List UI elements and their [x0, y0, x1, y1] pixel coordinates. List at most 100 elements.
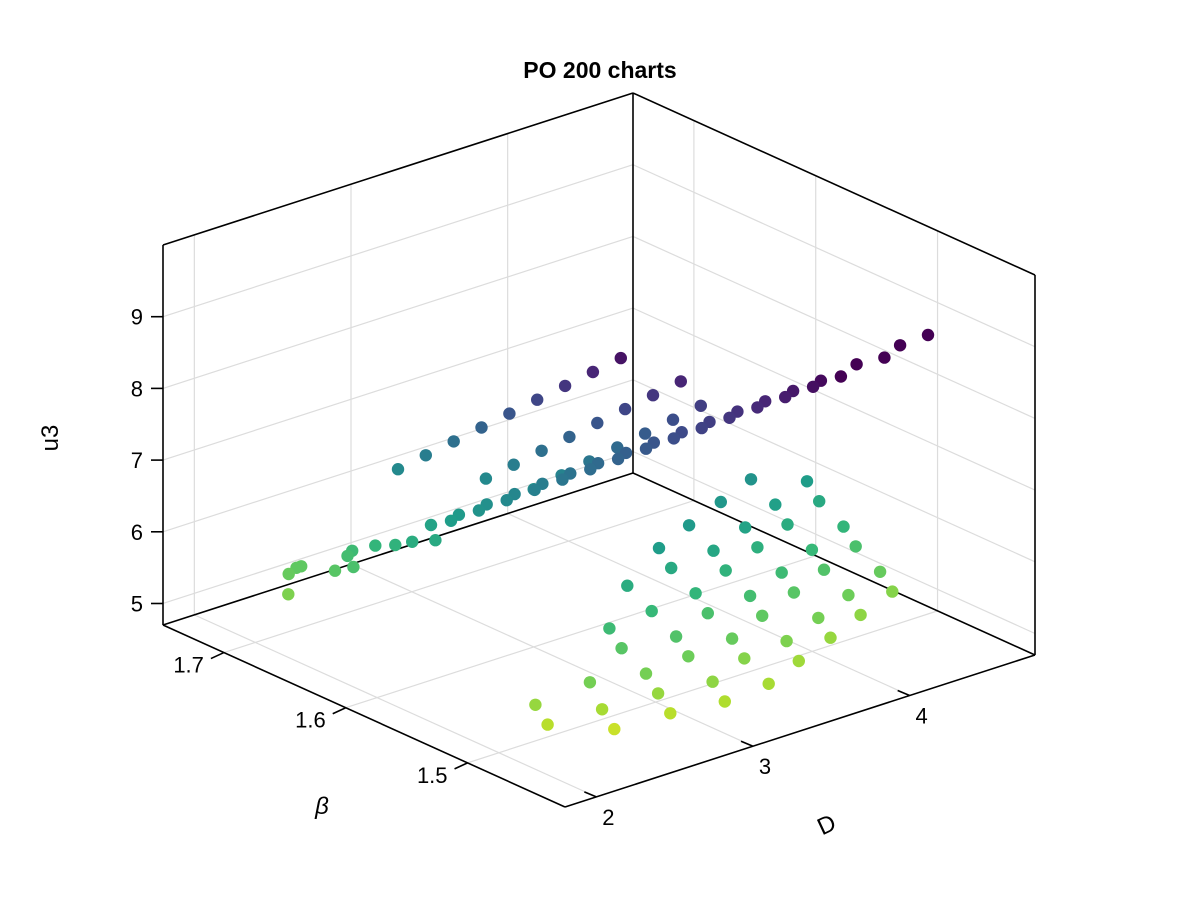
grid-line-floor-y — [345, 555, 816, 709]
scatter-point — [664, 707, 677, 720]
scatter-point — [419, 449, 432, 462]
scatter-point — [591, 416, 604, 430]
z-tick-label: 8 — [131, 376, 143, 401]
scatter-point — [608, 722, 621, 736]
scatter-point — [762, 677, 775, 690]
scatter-point — [725, 632, 739, 645]
scatter-point — [669, 630, 683, 643]
scatter-point — [854, 608, 867, 622]
scatter-point — [824, 631, 837, 644]
scatter-point — [651, 687, 665, 700]
grid-line-back-z — [162, 164, 634, 318]
scatter-point — [341, 549, 354, 563]
grid-line-back-z — [162, 235, 634, 389]
grid-line-side-z — [632, 307, 1036, 491]
scatter-point — [813, 495, 826, 508]
scatter-point — [447, 435, 460, 448]
axis-ticks: 2 3 4 1.5 1.6 1.7 5 6 7 8 9 — [131, 305, 928, 830]
grid-line-back-z — [162, 379, 634, 533]
scatter-point — [837, 520, 850, 533]
scatter-point — [667, 432, 680, 445]
x-tick-mark — [740, 740, 754, 747]
scatter-point — [595, 703, 609, 716]
scatter-point — [751, 401, 764, 414]
x-tick-mark — [584, 791, 597, 798]
chart-title: PO 200 charts — [523, 57, 676, 83]
scatter-point — [389, 538, 402, 552]
grid-line-side-z — [632, 379, 1036, 563]
scatter-point — [665, 561, 678, 575]
y-axis-label: β — [314, 793, 329, 820]
scatter-point — [694, 399, 707, 412]
scatter-point — [707, 544, 720, 557]
scatter-point — [424, 518, 438, 532]
scatter-point — [618, 402, 632, 416]
scatter-point — [834, 370, 848, 383]
scatter-point — [638, 427, 652, 440]
scatter-point — [800, 475, 814, 488]
scatter-point — [723, 411, 736, 424]
scatter-point — [639, 442, 653, 455]
scatter-point — [718, 695, 731, 708]
y-tick-mark — [454, 762, 468, 770]
scatter-point — [646, 389, 660, 402]
grid-line-side-z — [632, 450, 1036, 635]
scatter-point — [369, 539, 382, 552]
scatter-point — [701, 607, 714, 620]
scatter-point — [756, 609, 769, 622]
scatter-point — [652, 541, 666, 555]
y-tick-label: 1.5 — [417, 763, 448, 788]
scatter-point — [472, 504, 486, 517]
scatter-point — [328, 564, 342, 577]
scatter-points — [282, 328, 935, 736]
axis-frame-edge — [162, 624, 566, 808]
scatter-point — [817, 563, 831, 576]
scatter-point — [781, 518, 794, 531]
scatter-point — [682, 650, 695, 663]
z-tick-label: 6 — [131, 520, 143, 545]
scatter-point — [743, 589, 757, 603]
scatter-point — [739, 521, 752, 534]
grid-line-floor-x — [507, 512, 910, 697]
scatter-point — [744, 473, 758, 486]
z-tick-label: 5 — [131, 591, 143, 616]
scatter-point — [706, 675, 719, 688]
scatter-point — [805, 543, 819, 556]
x-tick-label: 3 — [759, 754, 771, 779]
scatter-point — [878, 351, 891, 364]
z-tick-label: 7 — [131, 448, 143, 473]
scatter-point — [444, 514, 458, 527]
scatter-point — [645, 604, 658, 618]
scatter-point — [812, 611, 825, 625]
scatter-point — [541, 718, 554, 731]
grid-line-floor-y — [223, 500, 695, 654]
scatter-point — [615, 642, 628, 655]
y-tick-label: 1.7 — [173, 653, 204, 678]
scatter-point — [603, 622, 616, 635]
scatter-point — [406, 535, 419, 548]
axis-frame-edge — [632, 92, 1036, 276]
x-tick-label: 2 — [602, 805, 614, 830]
scatter-point — [584, 463, 597, 476]
scatter-point — [282, 567, 295, 581]
grid-line-floor-y — [467, 610, 938, 764]
scatter-point — [666, 413, 680, 426]
scatter-point — [583, 676, 597, 689]
scatter-point — [507, 458, 520, 471]
scatter-point — [921, 328, 935, 342]
grid-line-back-z — [162, 450, 634, 605]
scatter-point — [714, 495, 727, 509]
scatter-point — [479, 472, 493, 485]
scatter-point — [850, 358, 863, 371]
y-tick-mark — [332, 707, 347, 715]
grid-line-floor-x — [194, 614, 597, 798]
scatter-point — [886, 585, 899, 598]
scatter-point — [475, 421, 488, 434]
grid-line-floor-x — [350, 563, 754, 747]
scatter-point — [780, 634, 793, 648]
axis-frame-edge — [162, 92, 634, 246]
scatter-point — [792, 654, 805, 668]
grid-line-side-z — [632, 235, 1036, 419]
scatter-point — [738, 652, 751, 665]
